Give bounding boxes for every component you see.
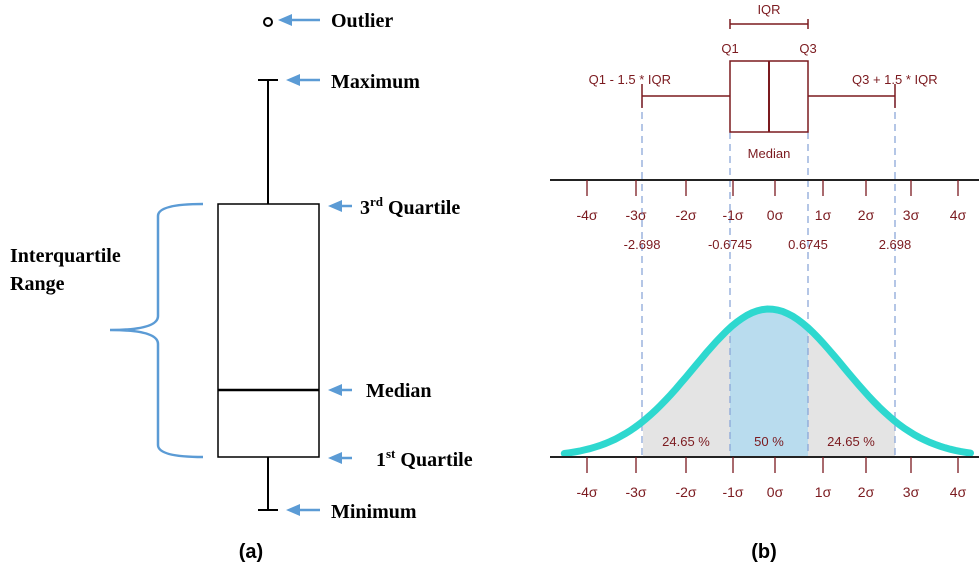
- z-value-4: 2.698: [879, 237, 912, 252]
- z-value-3: 0.6745: [788, 237, 828, 252]
- center-percent: 50 %: [754, 434, 784, 449]
- right-tail-percent: 24.65 %: [827, 434, 875, 449]
- lower-axis-tick-label-9: 4σ: [950, 484, 967, 500]
- upper-axis-tick-label-5: 0σ: [767, 207, 784, 223]
- q3-label: 3rd Quartile: [360, 194, 460, 219]
- caption-a: (a): [239, 541, 263, 563]
- left-tail-percent: 24.65 %: [662, 434, 710, 449]
- right-tail-region: [808, 327, 895, 457]
- lower-axis-tick-label-4: -1σ: [722, 484, 743, 500]
- iqr-box: [217, 203, 320, 458]
- upper-axis-ticks: -4σ -3σ -2σ -1σ 0σ 1σ 2σ 3σ 4σ: [576, 180, 967, 223]
- center-region: [730, 309, 808, 457]
- lower-axis-tick-label-2: -3σ: [625, 484, 646, 500]
- maximum-arrow: [286, 74, 320, 86]
- upper-axis-tick-label-8: 3σ: [903, 207, 920, 223]
- outlier-label: Outlier: [331, 10, 393, 32]
- upper-axis-tick-label-7: 2σ: [858, 207, 875, 223]
- outlier-marker: [263, 17, 273, 27]
- q1-label-b: Q1: [721, 41, 738, 56]
- lower-axis-tick-label-8: 3σ: [903, 484, 920, 500]
- lower-axis-tick-label-3: -2σ: [675, 484, 696, 500]
- upper-axis-tick-label-9: 4σ: [950, 207, 967, 223]
- upper-axis-tick-label-2: -3σ: [625, 207, 646, 223]
- upper-axis-tick-label-6: 1σ: [815, 207, 832, 223]
- upper-axis-tick-label-1: -4σ: [576, 207, 597, 223]
- z-value-2: -0.6745: [708, 237, 752, 252]
- maximum-label: Maximum: [331, 71, 420, 93]
- iqr-brace: [109, 202, 204, 459]
- z-value-1: -2.698: [624, 237, 661, 252]
- outlier-arrow: [278, 14, 320, 26]
- panel-b: -4σ -3σ -2σ -1σ 0σ 1σ 2σ 3σ 4σ -4σ -3σ -2σ -1σ 0σ 1σ 2…: [550, 2, 979, 563]
- median-label-b: Median: [748, 146, 791, 161]
- minimum-arrow: [286, 504, 320, 516]
- q3-arrow: [328, 200, 352, 212]
- lower-axis-tick-label-6: 1σ: [815, 484, 832, 500]
- iqr-label-b: IQR: [757, 2, 780, 17]
- upper-axis-tick-label-3: -2σ: [675, 207, 696, 223]
- median-label: Median: [366, 380, 432, 402]
- minimum-label: Minimum: [331, 501, 417, 523]
- panel-a: Outlier Maximum 3rd Quartile Median 1st …: [10, 10, 473, 563]
- q1-arrow: [328, 452, 352, 464]
- lower-axis-tick-label-5: 0σ: [767, 484, 784, 500]
- caption-b: (b): [751, 541, 777, 563]
- upper-axis-tick-label-4: -1σ: [722, 207, 743, 223]
- upper-fence-label: Q3 + 1.5 * IQR: [852, 72, 938, 87]
- iqr-label-line1: Interquartile: [10, 245, 121, 267]
- lower-axis-tick-label-1: -4σ: [576, 484, 597, 500]
- lower-axis-tick-label-7: 2σ: [858, 484, 875, 500]
- q3-label-b: Q3: [799, 41, 816, 56]
- lower-fence-label: Q1 - 1.5 * IQR: [589, 72, 671, 87]
- normal-curve: [560, 305, 974, 457]
- iqr-label-line2: Range: [10, 273, 65, 295]
- median-arrow: [328, 384, 352, 396]
- q1-label: 1st Quartile: [376, 446, 473, 471]
- lower-axis-ticks: -4σ -3σ -2σ -1σ 0σ 1σ 2σ 3σ 4σ: [576, 457, 967, 500]
- left-tail-region: [643, 327, 730, 457]
